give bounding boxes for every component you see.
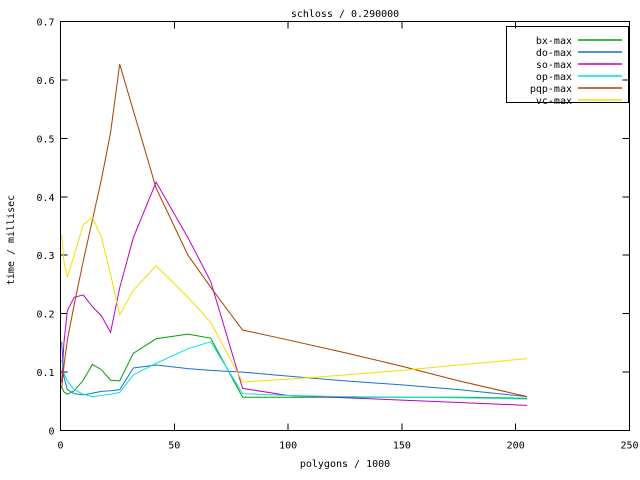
x-tick-label: 150: [393, 441, 411, 452]
series-line-so-max: [61, 181, 528, 406]
legend: [506, 26, 629, 103]
chart-title: schloss / 0.290000: [291, 9, 399, 20]
legend-label-vc-max: vc-max: [536, 96, 572, 107]
x-tick-label: 200: [507, 441, 525, 452]
y-axis-ticks: 0 0.1 0.2 0.3 0.4 0.5 0.6 0.7: [36, 18, 630, 438]
y-tick-label: 0.1: [36, 368, 54, 379]
y-tick-label: 0.3: [36, 251, 54, 262]
x-tick-label: 250: [620, 441, 638, 452]
x-tick-label: 0: [57, 441, 63, 452]
plot-frame: [60, 21, 630, 431]
series-line-do-max: [61, 341, 528, 398]
y-tick-label: 0.7: [36, 18, 54, 29]
series-line-vc-max: [61, 216, 528, 383]
x-axis-title: polygons / 1000: [300, 459, 390, 470]
y-tick-label: 0.5: [36, 134, 54, 145]
x-tick-label: 100: [279, 441, 297, 452]
series-layer: [61, 64, 528, 406]
x-axis-ticks: 0 50 100 150 200 250: [57, 21, 639, 452]
x-tick-label: 50: [168, 441, 180, 452]
legend-label-op-max: op-max: [536, 72, 572, 83]
series-line-bx-max: [61, 333, 528, 399]
legend-label-so-max: so-max: [536, 60, 572, 71]
y-tick-label: 0.2: [36, 310, 54, 321]
y-tick-label: 0.4: [36, 193, 54, 204]
series-line-pqp-max: [61, 64, 528, 398]
legend-label-pqp-max: pqp-max: [530, 84, 572, 95]
y-axis-title: time / millisec: [6, 195, 17, 285]
y-tick-label: 0.6: [36, 76, 54, 87]
series-line-op-max: [61, 341, 528, 400]
legend-label-do-max: do-max: [536, 48, 572, 59]
legend-label-bx-max: bx-max: [536, 36, 572, 47]
y-tick-label: 0: [48, 427, 54, 438]
